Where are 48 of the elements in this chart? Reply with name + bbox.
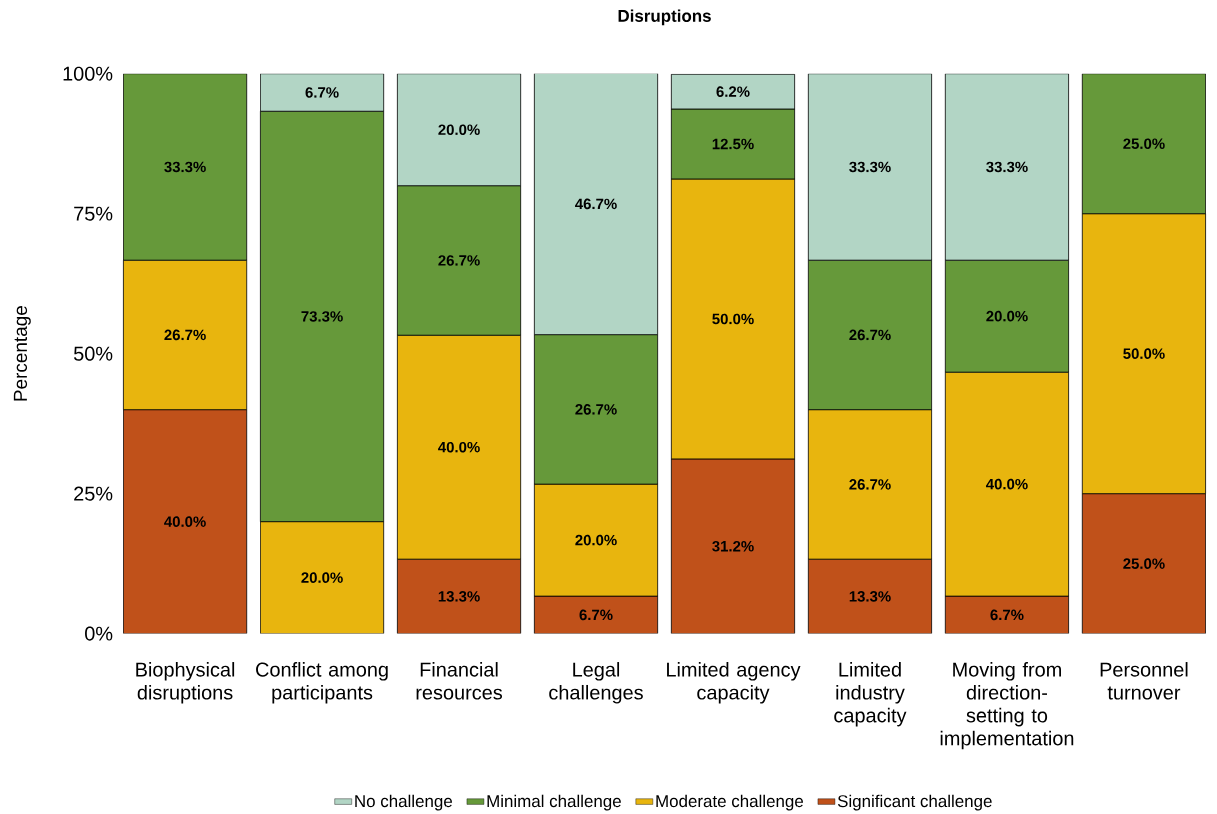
data-label: 20.0% (575, 534, 617, 546)
data-label: 33.3% (849, 161, 891, 173)
data-label: 20.0% (301, 572, 343, 583)
x-tick-label: Moving from direction-setting to implementation (940, 662, 1074, 750)
data-label: 33.3% (986, 161, 1028, 173)
data-label: 6.7% (990, 609, 1024, 621)
data-label: 12.5% (712, 138, 754, 150)
data-label: 26.7% (438, 255, 480, 266)
y-axis-title: Percentage (13, 306, 31, 401)
data-label: 40.0% (164, 516, 206, 527)
data-label: 6.7% (579, 609, 613, 621)
x-tick-label: Biophysical disruptions (136, 662, 235, 704)
data-label: 6.2% (716, 86, 750, 97)
data-label: 40.0% (985, 478, 1028, 490)
legend-label: Significant challenge (837, 794, 992, 811)
data-label: 26.7% (849, 329, 891, 341)
legend-label: Minimal challenge (487, 794, 621, 811)
chart-title: Disruptions (618, 9, 711, 26)
data-label: 20.0% (438, 124, 480, 136)
data-label: 73.3% (301, 311, 343, 322)
data-label: 26.7% (164, 329, 206, 341)
data-label: 26.7% (575, 404, 617, 415)
y-tick-label: 25% (74, 486, 113, 501)
y-tick-label: 100% (63, 66, 113, 81)
legend-label: Moderate challenge (656, 794, 803, 811)
data-label: 25.0% (1123, 138, 1165, 150)
data-label: 6.7% (305, 87, 339, 98)
y-tick-label: 0% (85, 626, 113, 641)
data-label: 26.7% (849, 479, 891, 490)
data-label: 31.2% (712, 541, 754, 552)
data-label: 33.3% (164, 161, 206, 173)
data-label: 25.0% (1123, 558, 1165, 569)
x-tick-label: Limited industry capacity (834, 662, 907, 727)
legend-label: No challenge (355, 794, 452, 811)
x-tick-label: Personnel turnover (1100, 662, 1188, 700)
data-label: 50.0% (1123, 348, 1165, 359)
data-label: 13.3% (438, 591, 480, 602)
data-label: 20.0% (986, 310, 1028, 322)
x-tick-label: Conflict among participants (256, 662, 388, 704)
data-label: 50.0% (712, 313, 754, 325)
data-label: 40.0% (438, 441, 480, 453)
x-tick-label: Financial resources (416, 662, 503, 700)
y-tick-label: 50% (73, 346, 113, 361)
x-tick-label: Legal challenges (549, 662, 643, 704)
y-tick-label: 75% (74, 206, 113, 221)
data-label: 46.7% (575, 198, 617, 210)
x-tick-label: Limited agency capacity (667, 662, 801, 704)
data-label: 13.3% (849, 591, 891, 602)
